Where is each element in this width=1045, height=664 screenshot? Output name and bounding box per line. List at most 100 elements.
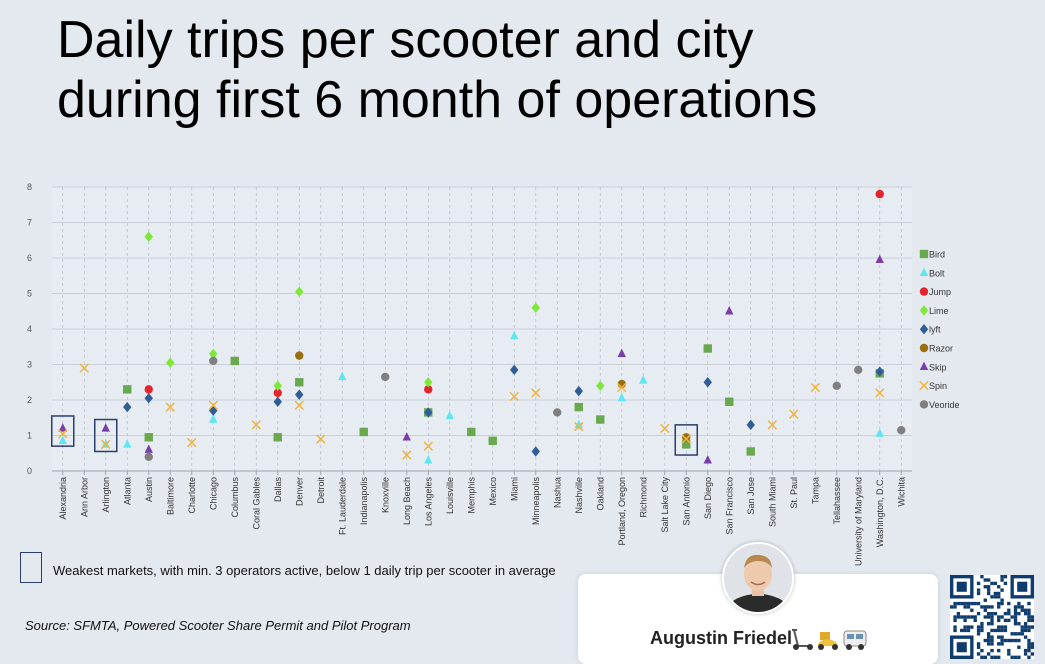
data-point-spin (875, 388, 885, 398)
data-point-lyft (144, 393, 153, 404)
data-point-veoride (854, 365, 863, 375)
x-tick-label: Oakland (595, 477, 605, 511)
page-title: Daily trips per scooter and city during … (57, 10, 1017, 130)
data-point-skip (144, 444, 153, 453)
data-point-lyft (295, 389, 304, 400)
x-tick-label: San Diego (703, 477, 713, 519)
x-tick-label: Indianapolis (359, 477, 369, 526)
scooter-icon (792, 629, 813, 650)
data-point-bird (596, 415, 605, 424)
legend-label: lyft (929, 325, 941, 335)
author-name: Augustin Friedel (650, 628, 793, 648)
data-point-bird (467, 427, 476, 437)
data-point-bird (359, 427, 368, 437)
data-point-spin (79, 363, 89, 373)
data-point-jump (875, 189, 884, 199)
x-tick-label: Baltimore (165, 477, 175, 515)
legend-label: Spin (929, 381, 947, 391)
source-note: Source: SFMTA, Powered Scooter Share Per… (25, 618, 411, 633)
data-point-bolt (875, 428, 884, 437)
data-point-veoride (897, 425, 906, 435)
y-tick-label: 6 (27, 253, 32, 263)
x-tick-label: Wichita (896, 477, 906, 507)
data-point-veoride (553, 408, 562, 417)
y-tick-label: 4 (27, 324, 32, 334)
scatter-chart: 0 1 2 3 4 5 6 7 8 Alexandria Ann Arbor Arlington Atl… (27, 182, 960, 566)
x-tick-label: Tampa (810, 477, 820, 504)
data-point-bolt (123, 439, 132, 448)
data-point-bird (273, 433, 282, 442)
highlight-box (674, 424, 698, 456)
data-point-bolt (424, 455, 433, 464)
x-tick-label: Salt Lake City (660, 477, 670, 533)
data-point-lyft (574, 385, 583, 397)
data-point-lime (424, 377, 433, 388)
data-point-bird (488, 436, 497, 446)
data-point-bolt (58, 435, 67, 445)
data-point-skip (703, 455, 712, 464)
legend-label: Bird (929, 250, 945, 260)
title-line-1: Daily trips per scooter and city (57, 11, 754, 69)
legend-label: Veoride (929, 400, 960, 410)
data-point-bird (295, 378, 304, 387)
data-point-veoride (209, 356, 218, 366)
data-point-spin (509, 391, 519, 402)
data-point-lyft (424, 407, 433, 418)
data-point-bird (703, 344, 712, 353)
qr-code[interactable] (950, 575, 1034, 659)
data-point-bolt (510, 330, 519, 340)
data-point-skip (875, 254, 884, 263)
y-tick-label: 1 (27, 431, 32, 441)
x-tick-label: Nashville (574, 477, 584, 514)
x-tick-label: San Francisco (724, 477, 734, 535)
highlight-box (51, 415, 75, 447)
legend-marker-bird (919, 249, 929, 259)
data-point-bolt (617, 393, 626, 402)
y-tick-label: 2 (27, 395, 32, 405)
data-point-lime (531, 302, 540, 313)
data-point-bird (230, 356, 239, 366)
x-tick-label: Tellahassee (832, 477, 842, 525)
y-tick-label: 8 (27, 182, 32, 192)
legend-label: Jump (929, 287, 951, 297)
data-point-lime (144, 231, 153, 242)
data-point-spin (767, 420, 777, 430)
legend-marker-jump (919, 287, 929, 296)
data-point-skip (58, 423, 67, 432)
x-tick-label: Louisville (445, 477, 455, 514)
legend-marker-bolt (919, 267, 929, 276)
legend-label: Skip (929, 362, 947, 372)
data-point-skip (402, 432, 411, 441)
legend-marker-spin (919, 380, 929, 391)
data-point-spin (617, 382, 627, 393)
data-point-bolt (209, 414, 218, 423)
data-point-bird (746, 447, 755, 456)
data-point-bird (123, 385, 132, 394)
data-point-lyft (510, 364, 519, 376)
x-tick-label: Miami (509, 477, 519, 501)
data-point-jump (273, 388, 282, 398)
title-line-2: during first 6 month of operations (57, 71, 818, 129)
data-point-bolt (338, 371, 347, 381)
x-tick-label: Knoxville (380, 477, 390, 513)
x-tick-label: Long Beach (402, 477, 412, 525)
x-tick-label: Memphis (466, 477, 476, 514)
x-tick-label: San Antonio (681, 477, 691, 526)
legend-marker-razor (919, 343, 929, 353)
x-tick-label: University of Maryland (853, 477, 863, 566)
legend-label: Bolt (929, 268, 945, 278)
x-tick-label: Chicago (208, 477, 218, 510)
data-point-lyft (703, 377, 712, 388)
data-point-lyft (746, 419, 755, 431)
data-point-spin (660, 423, 670, 434)
y-tick-label: 3 (27, 360, 32, 370)
author-avatar[interactable] (722, 542, 794, 614)
x-tick-label: San Jose (746, 477, 756, 515)
data-point-veoride (144, 452, 153, 461)
legend-label: Lime (929, 306, 949, 316)
data-point-lyft (875, 366, 884, 377)
data-point-bolt (574, 419, 583, 429)
delivery-scooter-icon (818, 632, 838, 650)
x-tick-label: Charlotte (187, 477, 197, 514)
x-tick-label: Minneapolis (531, 477, 541, 526)
